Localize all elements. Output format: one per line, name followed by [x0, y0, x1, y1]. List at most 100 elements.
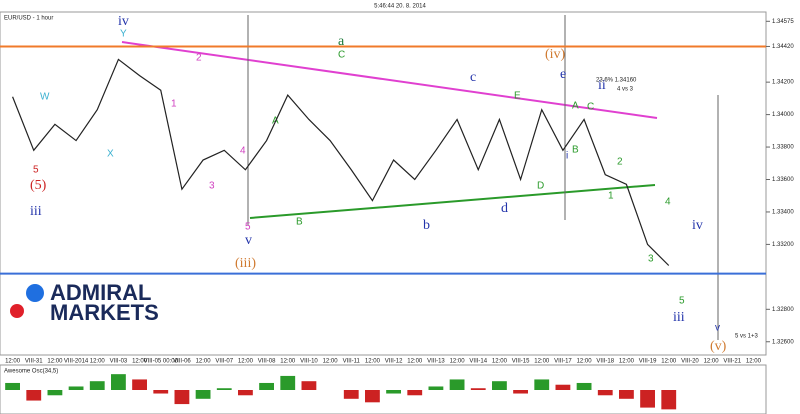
osc-bar	[449, 379, 465, 390]
wave-label: D	[537, 181, 544, 192]
x-tick-label: VIII-03	[110, 359, 128, 365]
wave-label: b	[423, 218, 430, 233]
x-tick-label: 12:00	[704, 359, 720, 365]
note: 5 vs 1+3	[735, 334, 759, 340]
wave-label: 1	[608, 191, 614, 202]
wave-label: e	[560, 67, 566, 82]
wave-label: iii	[30, 204, 42, 219]
osc-bar	[640, 390, 655, 408]
osc-bar	[407, 390, 423, 396]
wave-label: (v)	[710, 339, 727, 354]
osc-bar	[555, 384, 571, 390]
x-tick-label: 12:00	[238, 359, 254, 365]
wave-label: d	[501, 201, 508, 216]
x-tick-label: VIII-10	[300, 359, 318, 365]
x-tick-label: VIII-17	[554, 359, 572, 365]
wave-label: Y	[120, 29, 127, 40]
osc-bar	[238, 390, 253, 396]
x-tick-label: 12:00	[407, 359, 423, 365]
wave-label: X	[107, 149, 114, 160]
osc-bar	[576, 382, 592, 390]
osc-bar	[492, 381, 507, 390]
osc-bar	[153, 390, 169, 394]
plot-frame	[0, 11, 767, 356]
x-tick-label: 12:00	[746, 359, 762, 365]
x-tick-label: 12:00	[577, 359, 593, 365]
y-tick-label: 1.33800	[772, 145, 794, 151]
osc-bar	[428, 386, 444, 390]
logo-text: ADMIRAL	[50, 280, 151, 305]
x-tick-label: VIII-06	[173, 359, 191, 365]
wave-label: 1	[171, 99, 177, 110]
y-tick-label: 1.34575	[772, 19, 794, 25]
price-line	[12, 58, 670, 266]
wave-label: v	[245, 233, 252, 248]
wave-label: W	[40, 92, 50, 103]
note: 4 vs 3	[617, 87, 634, 93]
osc-bar	[26, 390, 42, 401]
wave-label: iv	[692, 218, 703, 233]
x-tick-label: 12:00	[280, 359, 296, 365]
y-tick-label: 1.34200	[772, 80, 794, 86]
x-tick-label: VIII-07	[215, 359, 233, 365]
chart-subtitle: 5:46:44 20. 8. 2014	[374, 4, 426, 10]
x-tick-label: 12:00	[492, 359, 508, 365]
osc-bar	[534, 379, 550, 390]
wave-label: 3	[209, 181, 215, 192]
x-tick-label: 12:00	[132, 359, 148, 365]
y-tick-label: 1.34420	[772, 44, 794, 50]
wave-label: (iv)	[545, 47, 566, 62]
x-tick-label: 12:00	[534, 359, 550, 365]
y-tick-label: 1.33400	[772, 210, 794, 216]
osc-bar	[365, 390, 380, 403]
logo-text: MARKETS	[50, 300, 159, 325]
wave-label: B	[296, 217, 303, 228]
osc-bar	[343, 390, 359, 399]
osc-bar	[111, 374, 126, 390]
x-tick-label: 12:00	[619, 359, 635, 365]
osc-bar	[47, 390, 63, 396]
wave-label: 5	[33, 165, 39, 176]
x-tick-label: 12:00	[90, 359, 106, 365]
x-tick-label: 12:00	[661, 359, 677, 365]
logo-dot	[10, 304, 24, 318]
x-tick-label: 12:00	[365, 359, 381, 365]
x-tick-label: VIII-14	[469, 359, 487, 365]
osc-title: Awesome Osc(34,5)	[4, 369, 58, 375]
trendline	[121, 41, 658, 119]
wave-label: iii	[673, 310, 685, 325]
x-tick-label: 12:00	[196, 359, 212, 365]
osc-bar	[259, 382, 274, 390]
osc-bar	[470, 388, 486, 390]
wave-label: A	[572, 101, 579, 112]
osc-bar	[513, 390, 528, 394]
y-tick-label: 1.33200	[772, 242, 794, 248]
wave-label: 4	[240, 146, 246, 157]
wave-label: 5	[679, 296, 685, 307]
x-tick-label: VIII-18	[596, 359, 614, 365]
wave-label: a	[338, 34, 345, 49]
osc-bar	[5, 382, 20, 390]
wave-label: i	[566, 151, 568, 162]
x-tick-label: VIII-20	[681, 359, 699, 365]
wave-label: (5)	[30, 178, 47, 193]
osc-bar	[89, 381, 105, 390]
y-tick-label: 1.33600	[772, 177, 794, 183]
osc-bar	[216, 388, 232, 390]
x-tick-label: VIII-31	[25, 359, 43, 365]
wave-label: (iii)	[235, 256, 256, 271]
osc-bar	[661, 390, 677, 410]
osc-bar	[132, 379, 147, 390]
x-tick-label: 12:00	[47, 359, 63, 365]
wave-label: iv	[118, 14, 129, 29]
x-tick-label: VIII-2014	[64, 359, 89, 365]
wave-label: 5	[245, 222, 251, 233]
osc-bar	[195, 390, 211, 399]
logo-dot	[26, 284, 44, 302]
x-tick-label: VIII-12	[385, 359, 403, 365]
wave-label: 2	[196, 53, 202, 64]
x-tick-label: VIII-21	[723, 359, 741, 365]
osc-bar	[68, 386, 84, 390]
